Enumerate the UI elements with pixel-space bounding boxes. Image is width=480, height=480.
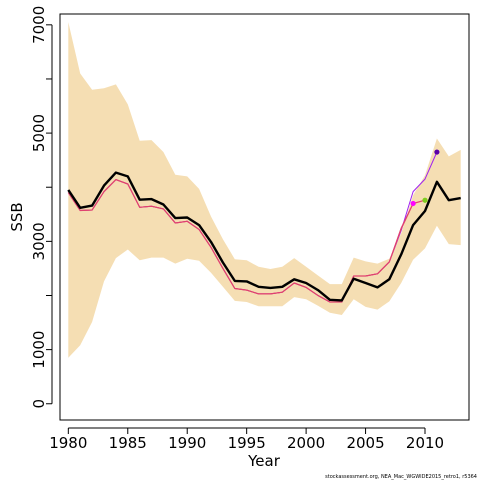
plot-area (67, 22, 461, 358)
y-tick-label: 1000 (30, 331, 48, 369)
y-tick-label: 5000 (30, 114, 48, 152)
x-tick-label: 1985 (109, 434, 147, 452)
retro-end-point-2 (422, 197, 428, 203)
footnote: stockassessment.org, NEA_Mac_WGWIDE2015_… (325, 474, 477, 480)
y-tick-label: 0 (30, 399, 48, 409)
y-tick-label: 7000 (30, 6, 48, 44)
retro-end-point-1 (410, 200, 416, 207)
x-tick-label: 1990 (168, 434, 206, 452)
confidence-band (68, 22, 461, 358)
retro-end-point-3 (434, 149, 440, 155)
y-axis-title: SSB (8, 202, 26, 231)
x-axis-title: Year (247, 452, 281, 470)
series-retro-line-3 (67, 179, 426, 303)
plot-frame (59, 13, 470, 421)
x-axis: 1980 1985 1990 1995 2000 2005 2010 (49, 427, 444, 452)
series-main-line (67, 171, 461, 302)
y-tick-label: 3000 (30, 222, 48, 260)
x-tick-label: 2010 (406, 434, 444, 452)
x-tick-label: 2000 (287, 434, 325, 452)
x-tick-label: 2005 (346, 434, 384, 452)
x-tick-label: 1995 (228, 434, 266, 452)
x-tick-label: 1980 (49, 434, 87, 452)
y-axis: 0 1000 3000 5000 7000 (30, 6, 53, 409)
